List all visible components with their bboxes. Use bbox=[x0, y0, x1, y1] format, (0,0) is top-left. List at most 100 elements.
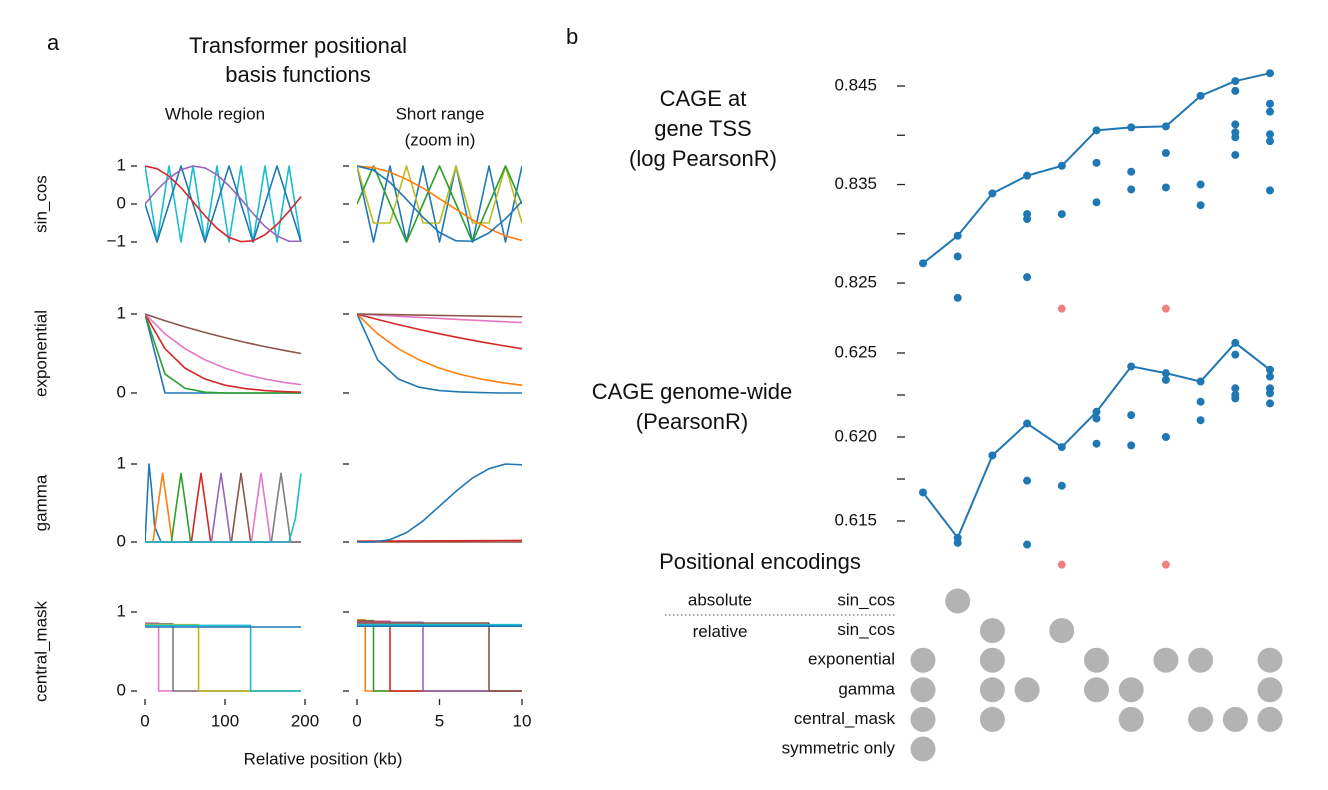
point bbox=[1266, 99, 1274, 108]
encoding-dot bbox=[979, 647, 1005, 673]
group-label: relative bbox=[693, 622, 748, 641]
basis-curve bbox=[145, 472, 301, 543]
row-label: symmetric only bbox=[782, 738, 896, 757]
encoding-dot bbox=[1257, 677, 1283, 703]
point bbox=[1161, 304, 1170, 313]
point bbox=[953, 252, 962, 261]
y-tick-label: −1 bbox=[107, 231, 126, 250]
encoding-dot bbox=[1153, 647, 1179, 673]
basis-curve bbox=[357, 463, 522, 543]
point bbox=[1092, 198, 1101, 207]
column-title: Whole region bbox=[165, 104, 265, 123]
encoding-dot bbox=[979, 618, 1005, 644]
encoding-dot bbox=[1014, 677, 1040, 703]
basis-curve bbox=[145, 313, 302, 393]
point bbox=[1092, 439, 1101, 448]
point bbox=[953, 538, 962, 547]
point bbox=[1057, 210, 1066, 219]
x-tick-label: 0 bbox=[352, 711, 361, 730]
row-label: exponential bbox=[808, 650, 895, 669]
basis-curve bbox=[357, 619, 522, 692]
basis-curve bbox=[145, 463, 301, 543]
point bbox=[1161, 560, 1170, 569]
point bbox=[988, 189, 997, 198]
y-tick-label: 0 bbox=[117, 382, 126, 401]
basis-curve bbox=[145, 473, 302, 543]
encoding-dot bbox=[1118, 677, 1144, 703]
plot-area bbox=[145, 165, 302, 243]
y-axis-label: central_mask bbox=[31, 600, 50, 702]
basis-curve bbox=[357, 619, 522, 692]
point bbox=[1161, 369, 1170, 378]
row-label: sin_cos bbox=[837, 590, 895, 609]
point bbox=[1231, 86, 1240, 95]
point bbox=[1266, 186, 1274, 195]
point bbox=[1231, 120, 1240, 129]
panel-label: b bbox=[566, 24, 578, 49]
column-title: (zoom in) bbox=[405, 130, 476, 149]
basis-curve bbox=[357, 313, 522, 318]
plot-area bbox=[357, 619, 522, 692]
encoding-dot bbox=[1188, 706, 1214, 732]
point bbox=[988, 451, 997, 460]
basis-curve bbox=[357, 165, 522, 243]
point bbox=[1161, 183, 1170, 192]
encoding-dot bbox=[1049, 618, 1075, 644]
point bbox=[1057, 304, 1066, 313]
point bbox=[1196, 397, 1205, 406]
x-tick-label: 0 bbox=[140, 711, 149, 730]
encoding-dot bbox=[910, 706, 936, 732]
point bbox=[1266, 137, 1274, 146]
point bbox=[1161, 148, 1170, 157]
basis-curve bbox=[145, 165, 301, 243]
matrix-title: Positional encodings bbox=[659, 549, 861, 574]
point bbox=[1196, 180, 1205, 189]
basis-curve bbox=[357, 313, 522, 350]
point bbox=[1092, 158, 1101, 167]
x-tick-label: 200 bbox=[291, 711, 319, 730]
point bbox=[919, 488, 927, 497]
point bbox=[1023, 215, 1032, 224]
y-tick-label: 0.845 bbox=[834, 75, 877, 94]
basis-curve bbox=[357, 313, 522, 386]
y-axis-label: sin_cos bbox=[31, 175, 50, 233]
encoding-dot bbox=[1084, 647, 1109, 673]
point bbox=[1231, 350, 1240, 359]
column-title: Short range bbox=[396, 104, 485, 123]
point bbox=[1266, 130, 1274, 139]
y-tick-label: 0.825 bbox=[834, 273, 877, 292]
encoding-dot bbox=[979, 677, 1005, 703]
encoding-dot bbox=[1118, 706, 1144, 732]
basis-curve bbox=[145, 313, 301, 394]
point bbox=[1127, 441, 1136, 450]
basis-curve bbox=[357, 165, 522, 242]
point bbox=[1057, 560, 1066, 569]
chart-title: gene TSS bbox=[654, 116, 751, 141]
point bbox=[1092, 414, 1101, 423]
encoding-dot bbox=[1257, 706, 1283, 732]
chart-title: (log PearsonR) bbox=[629, 146, 777, 171]
encoding-dot bbox=[1084, 677, 1109, 703]
y-tick-label: 0.620 bbox=[834, 426, 877, 445]
row-label: sin_cos bbox=[837, 620, 895, 639]
figure-title: Transformer positional bbox=[189, 33, 407, 58]
encoding-dot bbox=[945, 588, 971, 614]
chart-title: CAGE at bbox=[660, 86, 747, 111]
point bbox=[1127, 411, 1136, 420]
point bbox=[1266, 372, 1274, 381]
encoding-dot bbox=[910, 736, 936, 762]
plot-area bbox=[357, 165, 522, 243]
point bbox=[1127, 167, 1136, 176]
y-tick-label: 1 bbox=[117, 155, 126, 174]
point bbox=[1231, 384, 1240, 393]
encoding-dot bbox=[1188, 647, 1214, 673]
point bbox=[1231, 394, 1240, 403]
basis-curve bbox=[357, 621, 522, 692]
point bbox=[1057, 443, 1066, 452]
encoding-dot bbox=[1257, 647, 1283, 673]
point bbox=[1023, 273, 1032, 282]
y-axis-label: exponential bbox=[31, 310, 50, 397]
point bbox=[1196, 91, 1205, 100]
point bbox=[1231, 338, 1240, 347]
